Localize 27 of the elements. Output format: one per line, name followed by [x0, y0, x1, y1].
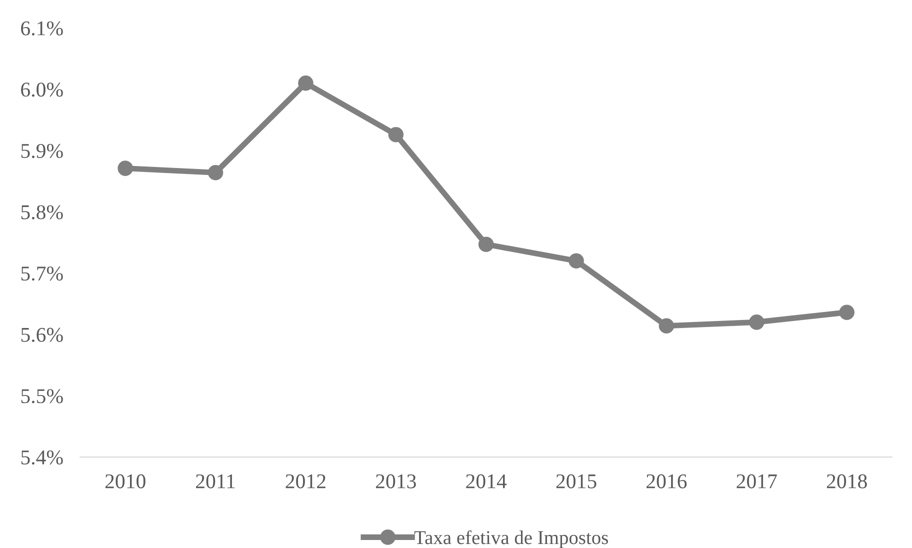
point [298, 75, 314, 91]
x-tick-label: 2012 [286, 474, 326, 488]
point [749, 314, 764, 330]
y-tick-label: 5.9% [21, 144, 63, 158]
x-tick-label: 2011 [196, 474, 235, 488]
x-tick-label: 2010 [105, 474, 146, 488]
y-tick-label: 6.1% [21, 21, 63, 36]
x-tick-label: 2013 [376, 474, 416, 488]
point [388, 126, 404, 142]
point [568, 253, 584, 269]
y-tick-label: 6.0% [21, 82, 63, 97]
point [208, 164, 224, 180]
y-tick-label: 5.4% [21, 450, 63, 465]
point [118, 160, 133, 176]
legend-label: Taxa efetiva de Impostos [414, 530, 608, 548]
x-tick-label: 2016 [646, 474, 687, 488]
point [478, 236, 494, 252]
point [839, 304, 854, 320]
x-tick-label: 2014 [466, 474, 507, 488]
y-tick-label: 5.6% [21, 328, 63, 342]
point [658, 318, 674, 334]
y-tick-label: 5.7% [21, 266, 63, 281]
x-tick-label: 2018 [826, 474, 867, 488]
x-tick-label: 2015 [556, 474, 596, 488]
x-tick-label: 2017 [736, 474, 777, 488]
y-tick-label: 5.8% [21, 205, 63, 220]
y-tick-label: 5.5% [21, 389, 63, 404]
